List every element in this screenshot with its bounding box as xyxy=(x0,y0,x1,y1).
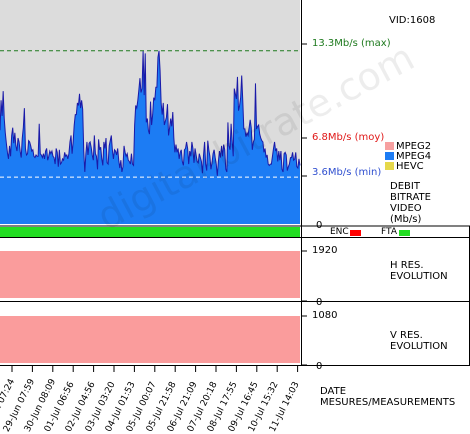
fta-label: FTA xyxy=(381,227,397,237)
bitrate-line xyxy=(0,50,301,176)
min-annotation: 3.6Mb/s (min) xyxy=(312,167,382,178)
bitrate-label-line: DEBIT xyxy=(390,181,420,192)
legend-item-mpeg2: MPEG2 xyxy=(385,141,432,152)
v-res-label-line: EVOLUTION xyxy=(390,341,448,352)
h-res-label-line: EVOLUTION xyxy=(390,271,448,282)
legend-label-mpeg2: MPEG2 xyxy=(396,141,432,152)
bitrate-area xyxy=(0,50,300,224)
bitrate-panel-label: DEBIT BITRATE VIDEO (Mb/s) xyxy=(390,181,431,225)
moy-annotation: 6.8Mb/s (moy) xyxy=(312,132,385,143)
v-res-value: 1080 xyxy=(312,310,338,321)
h-res-label: H RES. EVOLUTION xyxy=(390,260,448,282)
legend-label-mpeg4: MPEG4 xyxy=(396,151,432,162)
v-res-label: V RES. EVOLUTION xyxy=(390,330,448,352)
enc-label: ENC xyxy=(330,227,349,237)
fta-indicator xyxy=(399,230,410,236)
v-res-zero: 0 xyxy=(316,361,323,372)
h-res-zero: 0 xyxy=(316,297,323,308)
legend-swatch-mpeg4 xyxy=(385,152,394,160)
h-res-label-line: H RES. xyxy=(390,260,424,271)
legend-swatch-mpeg2 xyxy=(385,142,394,150)
bitrate-label-line: BITRATE xyxy=(390,192,431,203)
v-res-label-line: V RES. xyxy=(390,330,423,341)
legend-label-hevc: HEVC xyxy=(396,161,424,172)
bitrate-zero-label: 0 xyxy=(316,220,323,231)
x-axis-label-line: DATE xyxy=(320,386,347,397)
x-axis-label: DATE MESURES/MEASUREMENTS xyxy=(320,386,455,408)
x-axis-label-line: MESURES/MEASUREMENTS xyxy=(320,397,456,408)
max-annotation: 13.3Mb/s (max) xyxy=(312,38,391,49)
legend-item-mpeg4: MPEG4 xyxy=(385,151,432,162)
bitrate-label-line: (Mb/s) xyxy=(390,214,422,225)
legend-swatch-hevc xyxy=(385,162,394,170)
vid-label: VID:1608 xyxy=(389,15,436,26)
v-res-bar xyxy=(0,316,300,363)
flag-bar xyxy=(0,227,300,237)
enc-indicator xyxy=(350,230,361,236)
h-res-value: 1920 xyxy=(312,245,338,256)
h-res-bar xyxy=(0,251,300,298)
bitrate-label-line: VIDEO xyxy=(390,203,422,214)
legend-item-hevc: HEVC xyxy=(385,161,424,172)
